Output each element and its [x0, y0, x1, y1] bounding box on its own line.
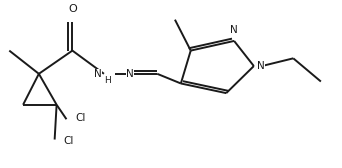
Text: O: O [68, 4, 77, 14]
Text: N: N [126, 69, 133, 79]
Text: Cl: Cl [63, 136, 74, 146]
Text: N: N [94, 69, 102, 79]
Text: N: N [230, 25, 238, 35]
Text: H: H [105, 76, 111, 85]
Text: N: N [257, 61, 265, 71]
Text: Cl: Cl [75, 113, 86, 123]
